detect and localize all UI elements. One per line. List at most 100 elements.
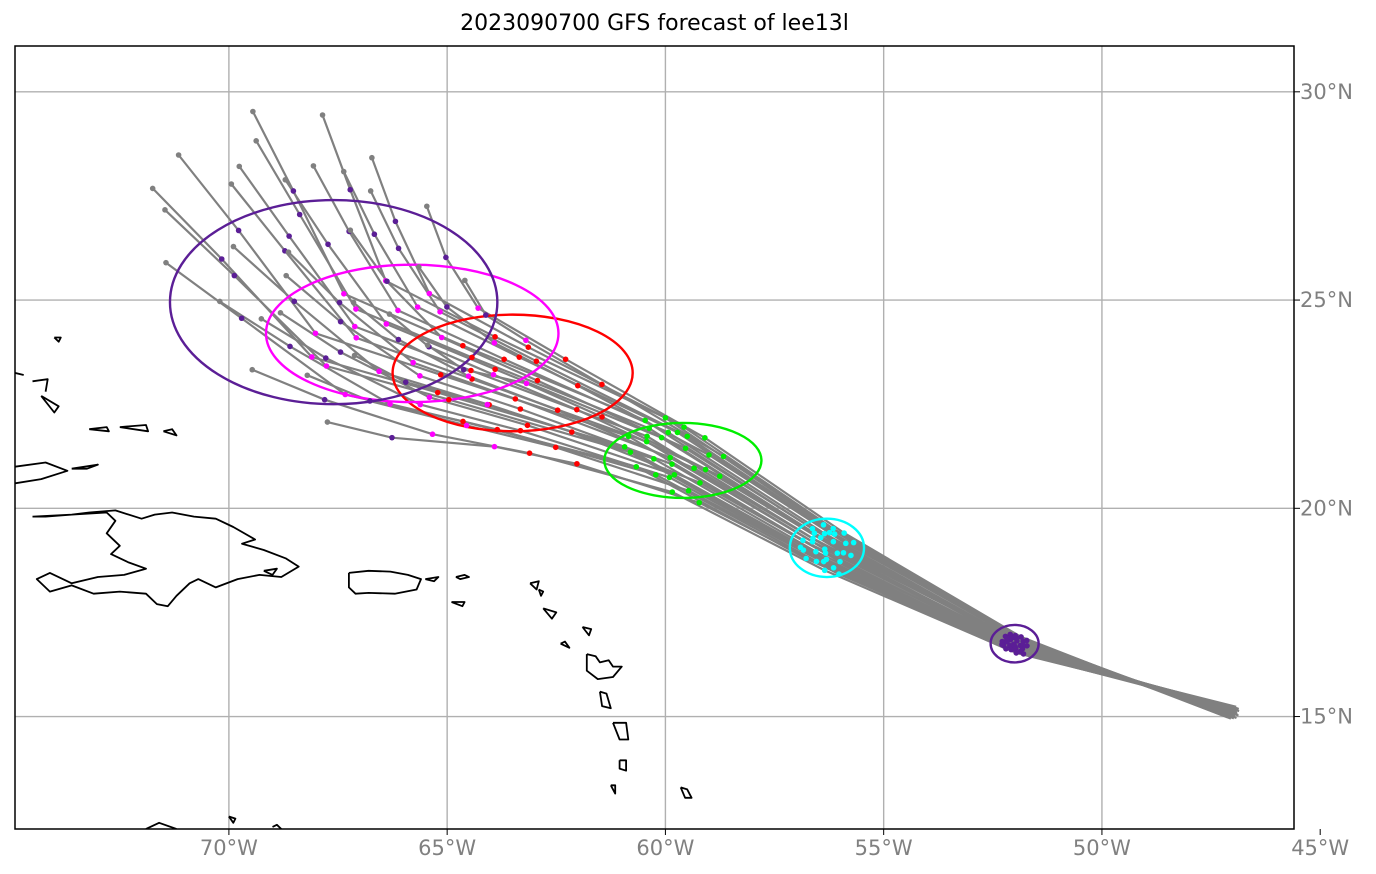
- forecast-position-dot: [218, 256, 225, 262]
- coastline: [119, 424, 150, 433]
- forecast-position-dot: [238, 315, 245, 322]
- forecast-position-dot: [324, 419, 331, 425]
- coastline: [610, 784, 617, 795]
- ensemble-track: [369, 190, 1234, 719]
- coastline: [451, 601, 466, 608]
- forecast-position-dot: [797, 544, 804, 551]
- forecast-position-dot: [720, 453, 727, 460]
- forecast-position-dot: [163, 259, 169, 266]
- coastline: [89, 426, 110, 433]
- coastline: [347, 569, 422, 595]
- coastline: [581, 626, 593, 637]
- forecast-position-dot: [285, 249, 292, 255]
- coastline: [542, 607, 558, 620]
- forecast-position-dot: [651, 456, 657, 462]
- forecast-position-dot: [446, 396, 452, 403]
- forecast-position-dot: [384, 278, 390, 285]
- forecast-position-dot: [681, 424, 687, 430]
- forecast-position-dot: [321, 396, 328, 403]
- forecast-position-dot: [697, 479, 703, 486]
- forecast-position-dot: [462, 277, 468, 284]
- forecast-position-dot: [644, 433, 650, 440]
- forecast-position-dot: [469, 354, 475, 361]
- forecast-position-dot: [669, 461, 675, 467]
- forecast-position-dot: [625, 433, 632, 440]
- forecast-position-dot: [850, 539, 857, 546]
- ensemble-track: [251, 111, 1239, 717]
- forecast-position-dot: [1003, 646, 1009, 652]
- forecast-position-dot: [523, 380, 530, 387]
- coastline: [455, 574, 470, 580]
- coastline: [585, 653, 623, 680]
- forecast-position-dot: [820, 522, 827, 528]
- lat-tick-label: 25°N: [1300, 288, 1353, 312]
- coastline: [15, 461, 69, 485]
- coastline: [529, 580, 540, 591]
- spread-ellipses: [168, 198, 1040, 664]
- forecast-position-dot: [669, 489, 676, 495]
- forecast-position-dot: [340, 168, 347, 175]
- forecast-position-dot: [484, 401, 491, 408]
- forecast-position-dot: [517, 406, 524, 412]
- forecast-position-dot: [282, 176, 289, 183]
- forecast-position-dot: [999, 641, 1005, 648]
- forecast-position-dot: [492, 333, 498, 340]
- forecast-position-dot: [841, 530, 847, 536]
- forecast-position-dot: [554, 407, 561, 413]
- ensemble-track: [284, 179, 1236, 716]
- ensemble-track: [251, 368, 1231, 708]
- forecast-position-dot: [350, 299, 357, 306]
- forecast-position-dot: [573, 406, 580, 413]
- lon-tick-label: 50°W: [1073, 836, 1131, 860]
- forecast-position-dot: [416, 264, 422, 270]
- forecast-position-dot: [533, 358, 540, 365]
- spread-ellipse: [603, 421, 763, 500]
- forecast-position-dot: [1020, 638, 1026, 644]
- coastline: [228, 815, 237, 824]
- forecast-position-dot: [643, 438, 650, 445]
- forecast-position-dot: [491, 443, 498, 450]
- forecast-position-dot: [417, 401, 424, 408]
- forecast-position-dot: [253, 138, 259, 144]
- forecast-position-dot: [410, 359, 416, 366]
- forecast-position-dot: [342, 391, 349, 398]
- forecast-position-dot: [249, 366, 256, 373]
- spread-ellipse: [168, 198, 499, 406]
- coastline: [599, 690, 612, 710]
- forecast-position-dot: [525, 344, 532, 351]
- forecast-position-dot: [483, 312, 489, 318]
- coastline: [618, 759, 627, 772]
- forecast-position-dot: [444, 304, 450, 310]
- forecast-position-dot: [684, 433, 691, 440]
- forecast-position-dot: [1018, 634, 1024, 640]
- forecast-position-dot: [290, 188, 297, 194]
- forecast-position-dot: [843, 540, 849, 547]
- forecast-position-dot: [460, 418, 466, 425]
- forecast-position-dot: [491, 340, 498, 346]
- forecast-position-dot: [1011, 646, 1018, 653]
- coastline: [32, 378, 49, 392]
- lon-tick-label: 60°W: [636, 836, 694, 860]
- forecast-position-dot: [800, 537, 806, 544]
- forecast-position-dot: [523, 337, 529, 344]
- forecast-position-dot: [230, 243, 237, 250]
- coastline: [32, 509, 300, 608]
- forecast-position-dot: [236, 163, 243, 170]
- forecast-position-dot: [599, 414, 605, 420]
- ensemble-track: [177, 154, 1240, 713]
- forecast-position-dot: [434, 389, 441, 396]
- coastline: [679, 786, 693, 799]
- coastline: [560, 640, 571, 649]
- map-title: 2023090700 GFS forecast of lee13l: [460, 11, 849, 36]
- gridlines: [15, 46, 1294, 829]
- forecast-position-dot: [475, 305, 481, 311]
- lon-tick-label: 65°W: [418, 836, 476, 860]
- coastline: [272, 823, 282, 829]
- forecast-position-dot: [836, 571, 842, 577]
- forecast-position-dot: [310, 163, 317, 169]
- coastline: [612, 721, 630, 741]
- forecast-position-dot: [501, 356, 507, 363]
- forecast-position-dot: [304, 372, 311, 379]
- forecast-position-dot: [460, 342, 466, 349]
